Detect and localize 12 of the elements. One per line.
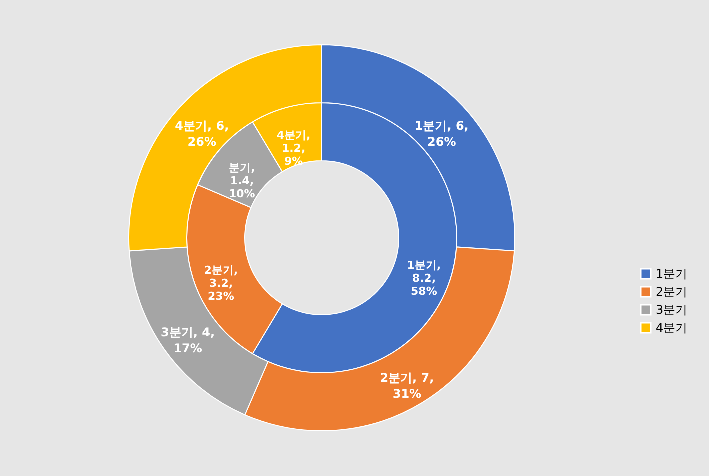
data-label: 3분기, 4, 17% <box>161 326 216 356</box>
data-label: 2분기, 7, 31% <box>380 371 434 402</box>
legend-label: 4분기 <box>656 321 688 335</box>
data-label: 4분기, 1.2, 9% <box>276 128 311 168</box>
legend-label: 2분기 <box>656 285 688 299</box>
data-label: 1분기, 8.2, 58% <box>407 259 442 298</box>
legend-label: 1분기 <box>656 267 688 281</box>
data-label: 2분기, 3.2, 23% <box>204 264 238 303</box>
data-label: 분기, 1.4, 10% <box>229 161 256 200</box>
legend-label: 3분기 <box>656 303 688 317</box>
data-label: 1분기, 6, 26% <box>414 119 469 150</box>
data-label: 4분기, 6, 26% <box>175 119 230 150</box>
